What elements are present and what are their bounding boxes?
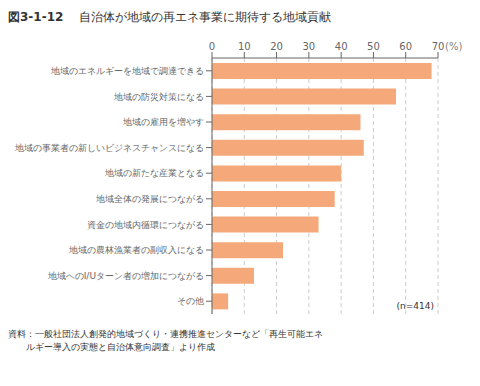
html-text:図3-1-12 自治体が地域の再エネ事業に期待する地域貢献: 図3-1-12 自治体が地域の再エネ事業に期待する地域貢献 bbox=[8, 10, 332, 24]
svg-text:20: 20 bbox=[270, 41, 283, 52]
svg-text:地域へのI/Uターン者の増加につながる: 地域へのI/Uターン者の増加につながる bbox=[47, 271, 204, 281]
svg-text:地域全体の発展につながる: 地域全体の発展につながる bbox=[95, 194, 204, 204]
svg-text:地域の雇用を増やす: 地域の雇用を増やす bbox=[122, 117, 204, 127]
svg-text:その他: その他 bbox=[177, 296, 204, 306]
svg-text:60: 60 bbox=[399, 41, 412, 52]
svg-text:地域の新たな産業となる: 地域の新たな産業となる bbox=[104, 168, 204, 178]
svg-text:40: 40 bbox=[335, 41, 348, 52]
svg-text:資金の地域内循環につながる: 資金の地域内循環につながる bbox=[87, 220, 204, 230]
svg-text:10: 10 bbox=[238, 41, 251, 52]
svg-text:地域の防災対策になる: 地域の防災対策になる bbox=[113, 92, 204, 102]
svg-text:70: 70 bbox=[432, 41, 445, 52]
svg-text:0: 0 bbox=[209, 41, 215, 52]
svg-text:30: 30 bbox=[302, 41, 315, 52]
svg-text:(%): (%) bbox=[445, 41, 462, 52]
html-text:(n=414): (n=414) bbox=[396, 301, 434, 311]
html-text:資料：一般社団法人創発的地域づくり・連携推進センターなど「再: 資料：一般社団法人創発的地域づくり・連携推進センターなど「再生可能エネ bbox=[8, 329, 323, 339]
svg-text:50: 50 bbox=[367, 41, 380, 52]
svg-text:地域の農林漁業者の副収入になる: 地域の農林漁業者の副収入になる bbox=[68, 245, 204, 255]
svg-text:地域の事業者の新しいビジネスチャンスになる: 地域の事業者の新しいビジネスチャンスになる bbox=[14, 143, 204, 153]
svg-text:地域のエネルギーを地域で調達できる: 地域のエネルギーを地域で調達できる bbox=[50, 66, 204, 76]
html-text:ルギー導入の実態と自治体意向調査」より作成: ルギー導入の実態と自治体意向調査」より作成 bbox=[8, 342, 215, 352]
